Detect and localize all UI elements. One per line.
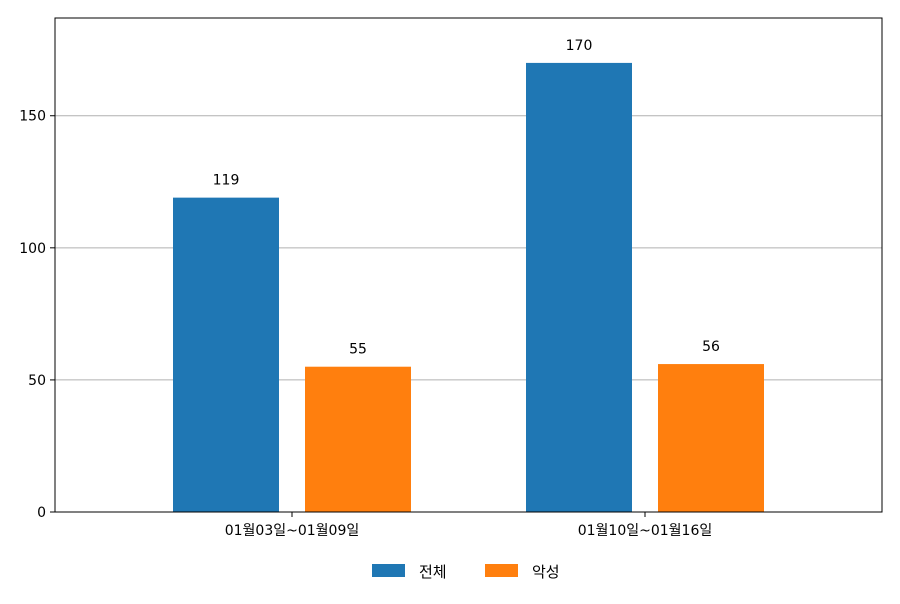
bar-total xyxy=(173,197,279,513)
plot-frame xyxy=(54,17,883,513)
legend-swatch-total xyxy=(372,564,405,577)
y-tick-label: 100 xyxy=(19,241,46,257)
legend-label: 전체 xyxy=(419,563,447,581)
data-label: 56 xyxy=(702,339,720,355)
bar-malicious xyxy=(658,364,764,512)
legend-label: 악성 xyxy=(532,563,560,581)
data-label: 119 xyxy=(213,173,240,189)
legend-swatch-malicious xyxy=(485,564,518,577)
bar-total xyxy=(526,62,632,513)
bar-malicious xyxy=(305,366,411,512)
data-label: 55 xyxy=(349,342,367,358)
x-tick-label: 01월03일~01월09일 xyxy=(225,523,360,539)
data-label: 170 xyxy=(566,38,593,54)
y-tick-label: 50 xyxy=(28,373,46,389)
y-tick-label: 0 xyxy=(37,505,46,521)
x-tick-label: 01월10일~01월16일 xyxy=(578,523,713,539)
y-tick-label: 150 xyxy=(19,109,46,125)
